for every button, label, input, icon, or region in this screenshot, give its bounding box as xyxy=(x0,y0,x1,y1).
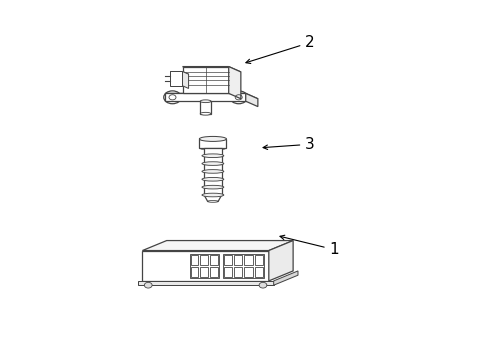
Text: 1: 1 xyxy=(280,235,339,257)
Ellipse shape xyxy=(202,185,224,189)
Polygon shape xyxy=(170,72,182,86)
Polygon shape xyxy=(203,187,221,195)
Polygon shape xyxy=(165,93,257,99)
Ellipse shape xyxy=(202,170,224,173)
Polygon shape xyxy=(203,179,221,187)
Polygon shape xyxy=(170,72,188,74)
Polygon shape xyxy=(142,240,292,251)
Polygon shape xyxy=(245,93,257,107)
Polygon shape xyxy=(203,171,221,179)
Circle shape xyxy=(259,282,266,288)
Polygon shape xyxy=(165,93,245,101)
Polygon shape xyxy=(200,101,210,114)
Polygon shape xyxy=(182,72,188,89)
Ellipse shape xyxy=(202,162,224,165)
Ellipse shape xyxy=(202,177,224,181)
Polygon shape xyxy=(182,67,241,72)
Polygon shape xyxy=(203,148,221,156)
Polygon shape xyxy=(199,139,226,148)
Ellipse shape xyxy=(199,145,226,150)
Text: 2: 2 xyxy=(245,35,314,63)
Polygon shape xyxy=(203,195,221,202)
Polygon shape xyxy=(142,251,268,281)
Polygon shape xyxy=(273,271,297,285)
Polygon shape xyxy=(228,67,241,99)
Circle shape xyxy=(229,91,247,104)
Ellipse shape xyxy=(207,201,218,202)
Ellipse shape xyxy=(199,136,226,141)
Ellipse shape xyxy=(200,100,210,103)
Circle shape xyxy=(144,282,152,288)
Polygon shape xyxy=(268,240,292,281)
Ellipse shape xyxy=(202,193,224,197)
Polygon shape xyxy=(182,67,228,93)
Circle shape xyxy=(163,91,181,104)
Polygon shape xyxy=(137,281,273,285)
Polygon shape xyxy=(203,163,221,171)
Polygon shape xyxy=(203,156,221,163)
Ellipse shape xyxy=(200,112,210,115)
Ellipse shape xyxy=(202,154,224,158)
Text: 3: 3 xyxy=(263,137,314,152)
